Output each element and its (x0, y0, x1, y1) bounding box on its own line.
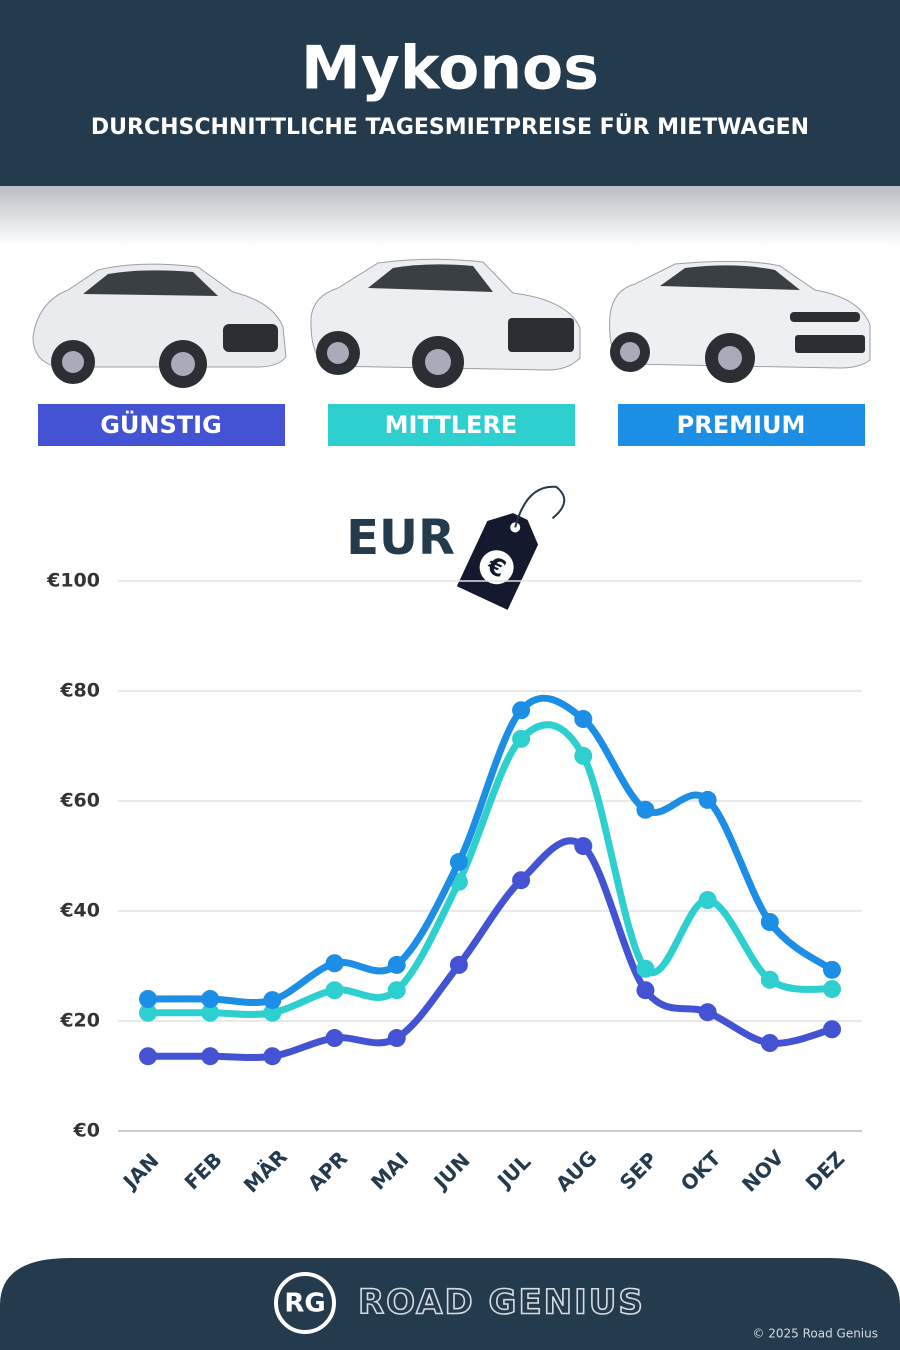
data-point (636, 959, 655, 978)
y-tick-label: €40 (59, 900, 100, 922)
data-point (636, 981, 655, 1000)
line-chart: €0 €20 €40 €60 €80 €100 JAN FEB MÄR APR MAI JUN JUL A… (46, 570, 862, 1198)
data-point (201, 1047, 220, 1066)
x-tick-label: FEB (180, 1147, 227, 1194)
legend-label: PREMIUM (677, 411, 806, 439)
data-point (574, 837, 593, 856)
data-point (574, 746, 593, 765)
y-tick-label: €0 (73, 1120, 100, 1142)
x-tick-label: AUG (551, 1146, 602, 1197)
series-line (148, 837, 833, 1062)
data-point (698, 790, 717, 809)
data-point (325, 981, 344, 1000)
data-point (449, 955, 468, 974)
data-point (201, 1003, 220, 1022)
data-point (139, 1003, 157, 1022)
legend-swatch (618, 404, 865, 446)
data-point (263, 1047, 282, 1066)
data-point (760, 1034, 779, 1052)
data-point (263, 991, 282, 1010)
x-tick-label: APR (303, 1146, 352, 1195)
legend-swatch (328, 404, 575, 446)
x-tick-label: JAN (117, 1148, 163, 1194)
car-suv (310, 258, 581, 388)
data-point (698, 1003, 717, 1022)
data-point (574, 710, 593, 729)
x-tick-label: OKT (676, 1146, 726, 1196)
title: Mykonos (301, 34, 599, 104)
data-point (139, 1047, 157, 1066)
x-tick-label: DEZ (801, 1147, 850, 1196)
y-tick-label: €20 (59, 1010, 100, 1032)
x-tick-label: MAI (366, 1147, 413, 1194)
brand: ROAD GENIUS (358, 1283, 645, 1323)
price-tag: € (456, 485, 566, 610)
data-point (139, 990, 157, 1008)
data-point (325, 954, 344, 973)
subtitle: DURCHSCHNITTLICHE TAGESMIETPREISE FÜR MI… (91, 114, 809, 140)
data-point (449, 853, 468, 872)
data-point (760, 913, 779, 931)
y-tick-label: €100 (46, 570, 100, 592)
currency-label: EUR (346, 510, 455, 566)
data-point (387, 955, 406, 974)
data-point (823, 1020, 841, 1039)
x-tick-label: JUN (428, 1148, 475, 1195)
series-line (147, 694, 835, 1007)
data-point (512, 701, 531, 720)
x-tick-label: NOV (737, 1145, 789, 1197)
legend-swatch (38, 404, 285, 446)
y-tick-label: €60 (59, 790, 100, 812)
car-compact (32, 263, 287, 388)
series-line (148, 721, 833, 1018)
data-point (201, 990, 220, 1008)
x-tick-label: SEP (615, 1147, 662, 1194)
data-point (698, 891, 717, 909)
legend-label: GÜNSTIG (100, 409, 222, 439)
data-point (760, 970, 779, 989)
data-point (387, 1029, 406, 1048)
footer-bg (0, 1258, 900, 1350)
data-point (263, 1003, 282, 1022)
logo-ring (274, 1272, 336, 1334)
copyright: © 2025 Road Genius (752, 1327, 878, 1341)
data-point (387, 981, 406, 1000)
data-point (823, 980, 841, 999)
data-point (512, 871, 531, 890)
logo: RG (284, 1289, 325, 1319)
data-point (512, 729, 531, 748)
data-point (325, 1029, 344, 1048)
header-shade (0, 186, 900, 246)
car-premium (609, 260, 871, 383)
header-bg (0, 0, 900, 186)
data-point (636, 800, 655, 819)
x-tick-label: JUL (491, 1149, 535, 1193)
y-tick-label: €80 (59, 680, 100, 702)
data-point (823, 960, 841, 979)
x-tick-label: MÄR (239, 1145, 292, 1198)
legend-label: MITTLERE (385, 411, 518, 439)
